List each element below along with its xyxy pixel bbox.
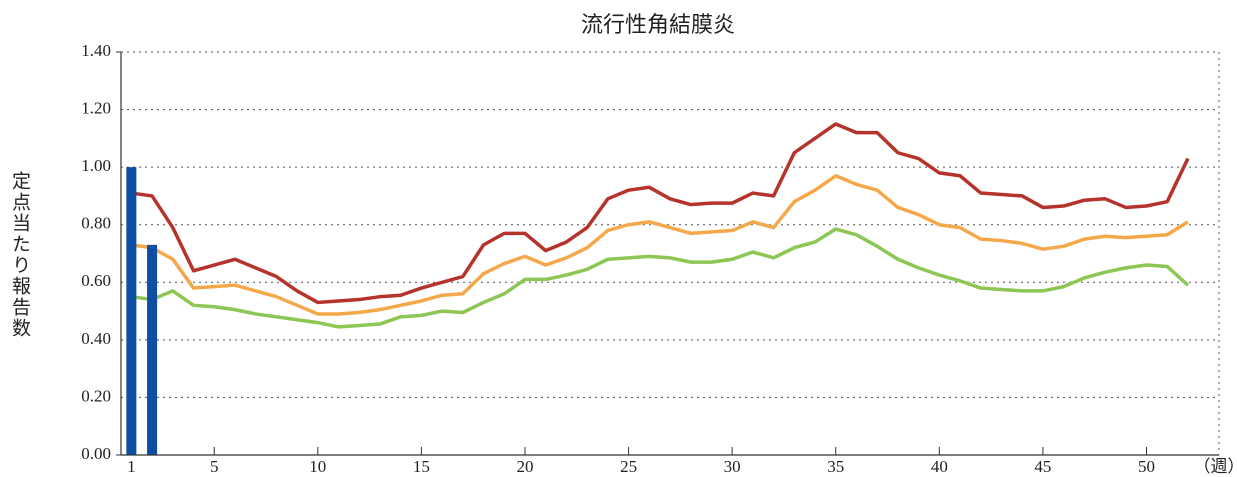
x-tick-label: 10 — [309, 457, 326, 476]
x-tick-label: 50 — [1138, 457, 1155, 476]
y-tick-label: 0.80 — [81, 214, 111, 233]
y-tick-label: 0.40 — [81, 329, 111, 348]
y-tick-label: 1.20 — [81, 98, 111, 117]
x-tick-label: 25 — [620, 457, 637, 476]
x-axis-unit: （週） — [1194, 457, 1237, 477]
x-tick-label: 45 — [1034, 457, 1051, 476]
y-tick-label: 1.00 — [81, 156, 111, 175]
y-axis-label: 定点当たり報告数 — [9, 171, 31, 339]
bar — [147, 244, 158, 455]
x-tick-label: 5 — [210, 457, 219, 476]
x-tick-label: 20 — [516, 457, 533, 476]
y-tick-label: 1.40 — [81, 41, 111, 60]
y-tick-label: 0.60 — [81, 271, 111, 290]
x-tick-label: 1 — [127, 457, 136, 476]
chart-title: 流行性角結膜炎 — [581, 13, 735, 38]
line — [131, 122, 1190, 305]
x-tick-label: 35 — [827, 457, 844, 476]
x-tick-label: 15 — [413, 457, 430, 476]
line — [131, 227, 1190, 329]
y-tick-label: 0.20 — [81, 386, 111, 405]
y-tick-label: 0.00 — [81, 444, 111, 463]
x-tick-label: 40 — [931, 457, 948, 476]
bar — [126, 167, 137, 455]
line — [131, 174, 1189, 316]
x-tick-label: 30 — [724, 457, 741, 476]
